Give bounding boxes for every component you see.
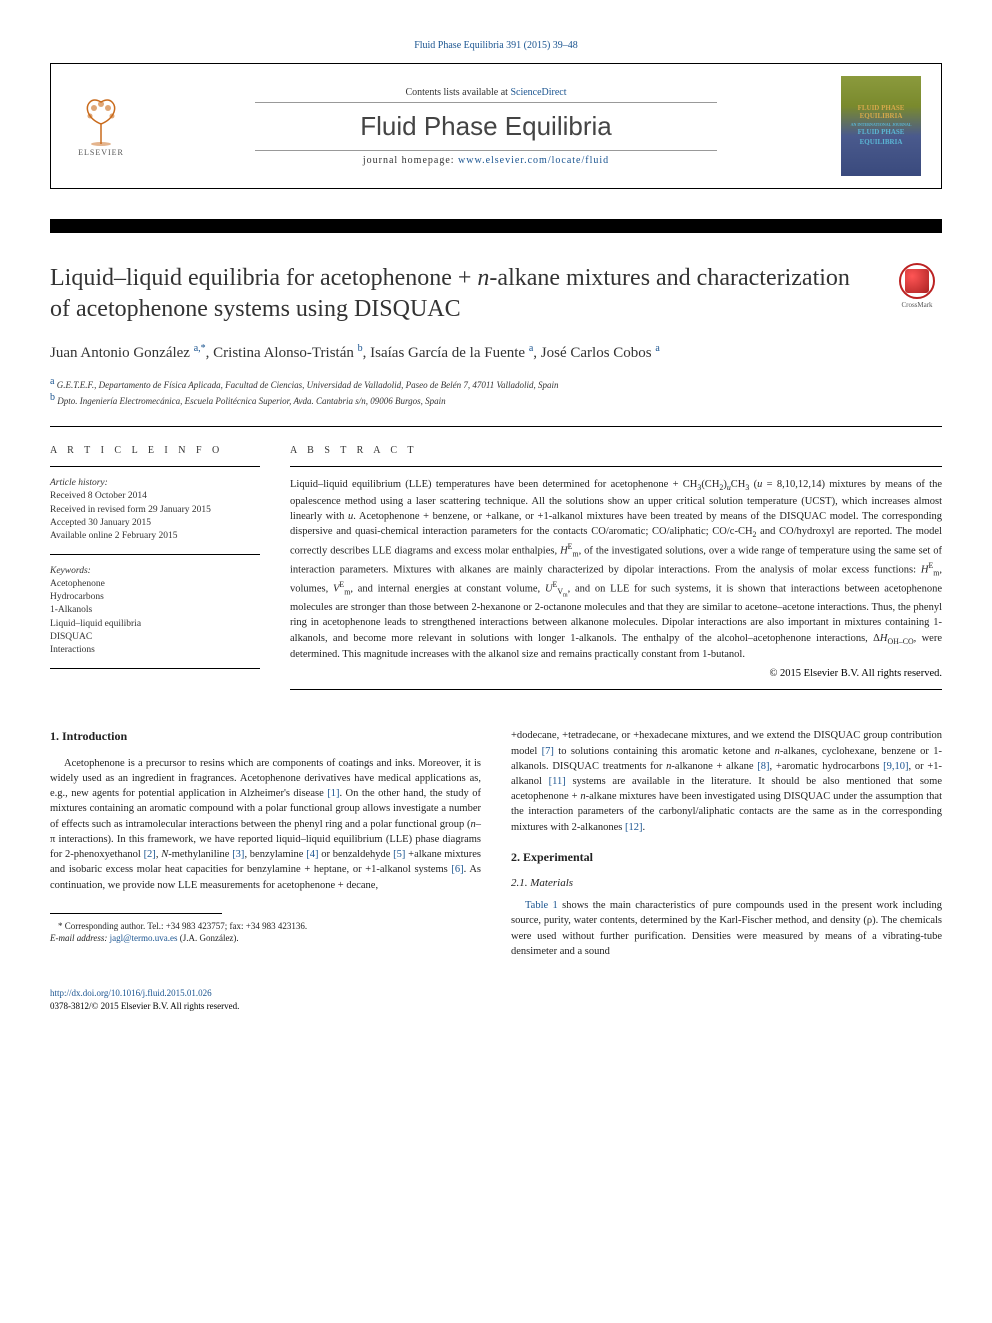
journal-cover-thumbnail: FLUID PHASE EQUILIBRIA AN INTERNATIONAL … (841, 76, 921, 176)
page-footer: http://dx.doi.org/10.1016/j.fluid.2015.0… (50, 987, 942, 1012)
materials-heading: 2.1. Materials (511, 876, 942, 892)
footnote-corr: * Corresponding author. Tel.: +34 983 42… (58, 921, 307, 931)
cover-line-4: FLUID PHASE (858, 129, 905, 137)
abstract-rule-1 (290, 466, 942, 467)
header-center: Contents lists available at ScienceDirec… (131, 87, 841, 166)
sciencedirect-link[interactable]: ScienceDirect (510, 87, 566, 98)
homepage-link[interactable]: www.elsevier.com/locate/fluid (458, 155, 609, 166)
info-rule-1 (50, 466, 260, 467)
crossmark-icon (899, 263, 935, 299)
affiliation-a: a G.E.T.E.F., Departamento de Física Apl… (50, 375, 942, 392)
elsevier-tree-icon (76, 96, 126, 146)
footnote-email-suffix: (J.A. González). (177, 933, 238, 943)
contents-prefix: Contents lists available at (405, 87, 510, 98)
keyword: 1-Alkanols (50, 605, 92, 615)
history-accepted: Accepted 30 January 2015 (50, 518, 151, 528)
left-column: 1. Introduction Acetophenone is a precur… (50, 728, 481, 967)
top-citation: Fluid Phase Equilibria 391 (2015) 39–48 (50, 40, 942, 51)
affiliation-b: b Dpto. Ingeniería Electromecánica, Escu… (50, 391, 942, 408)
keyword: Hydrocarbons (50, 592, 104, 602)
corresponding-author-footnote: * Corresponding author. Tel.: +34 983 42… (50, 920, 481, 945)
crossmark-badge[interactable]: CrossMark (892, 263, 942, 313)
article-info-column: A R T I C L E I N F O Article history: R… (50, 445, 260, 700)
cover-line-3: AN INTERNATIONAL JOURNAL (851, 123, 912, 127)
header-rule-2 (255, 150, 717, 151)
contents-line: Contents lists available at ScienceDirec… (131, 87, 841, 98)
article-title: Liquid–liquid equilibria for acetophenon… (50, 263, 872, 325)
experimental-heading: 2. Experimental (511, 849, 942, 866)
top-citation-link[interactable]: Fluid Phase Equilibria 391 (2015) 39–48 (414, 40, 578, 51)
issn-copyright: 0378-3812/© 2015 Elsevier B.V. All right… (50, 1001, 239, 1011)
introduction-heading: 1. Introduction (50, 728, 481, 745)
abstract-rule-2 (290, 689, 942, 690)
crossmark-label: CrossMark (901, 301, 932, 309)
history-received: Received 8 October 2014 (50, 491, 147, 501)
journal-name: Fluid Phase Equilibria (131, 111, 841, 142)
elsevier-label: ELSEVIER (78, 148, 124, 157)
journal-header: ELSEVIER Contents lists available at Sci… (50, 63, 942, 189)
abstract-copyright: © 2015 Elsevier B.V. All rights reserved… (290, 668, 942, 679)
history-revised: Received in revised form 29 January 2015 (50, 505, 211, 515)
affiliations: a G.E.T.E.F., Departamento de Física Apl… (50, 375, 942, 408)
keywords-block: Keywords: Acetophenone Hydrocarbons 1-Al… (50, 565, 260, 658)
homepage-prefix: journal homepage: (363, 155, 458, 166)
abstract-heading: A B S T R A C T (290, 445, 942, 456)
history-label: Article history: (50, 478, 108, 488)
doi-link[interactable]: http://dx.doi.org/10.1016/j.fluid.2015.0… (50, 988, 212, 998)
cover-line-5: EQUILIBRIA (860, 139, 903, 147)
elsevier-logo: ELSEVIER (71, 91, 131, 161)
keyword: Acetophenone (50, 579, 105, 589)
keyword: Interactions (50, 645, 95, 655)
homepage-line: journal homepage: www.elsevier.com/locat… (131, 155, 841, 166)
info-rule-3 (50, 668, 260, 669)
history-online: Available online 2 February 2015 (50, 531, 178, 541)
rule-above-info (50, 426, 942, 427)
keyword: Liquid–liquid equilibria (50, 619, 141, 629)
header-rule-1 (255, 102, 717, 103)
footnote-separator (50, 913, 222, 914)
keywords-label: Keywords: (50, 566, 91, 576)
authors-list: Juan Antonio González a,*, Cristina Alon… (50, 341, 942, 365)
footnote-email-label: E-mail address: (50, 933, 110, 943)
abstract-text: Liquid–liquid equilibrium (LLE) temperat… (290, 477, 942, 662)
article-info-heading: A R T I C L E I N F O (50, 445, 260, 456)
abstract-column: A B S T R A C T Liquid–liquid equilibriu… (290, 445, 942, 700)
right-column: +dodecane, +tetradecane, or +hexadecane … (511, 728, 942, 967)
intro-para-2: +dodecane, +tetradecane, or +hexadecane … (511, 728, 942, 835)
materials-para: Table 1 shows the main characteristics o… (511, 898, 942, 959)
footnote-email-link[interactable]: jagl@termo.uva.es (110, 933, 178, 943)
cover-line-2: EQUILIBRIA (860, 113, 903, 121)
intro-para-1: Acetophenone is a precursor to resins wh… (50, 756, 481, 893)
black-bar (50, 219, 942, 233)
article-history: Article history: Received 8 October 2014… (50, 477, 260, 543)
keyword: DISQUAC (50, 632, 92, 642)
info-rule-2 (50, 554, 260, 555)
